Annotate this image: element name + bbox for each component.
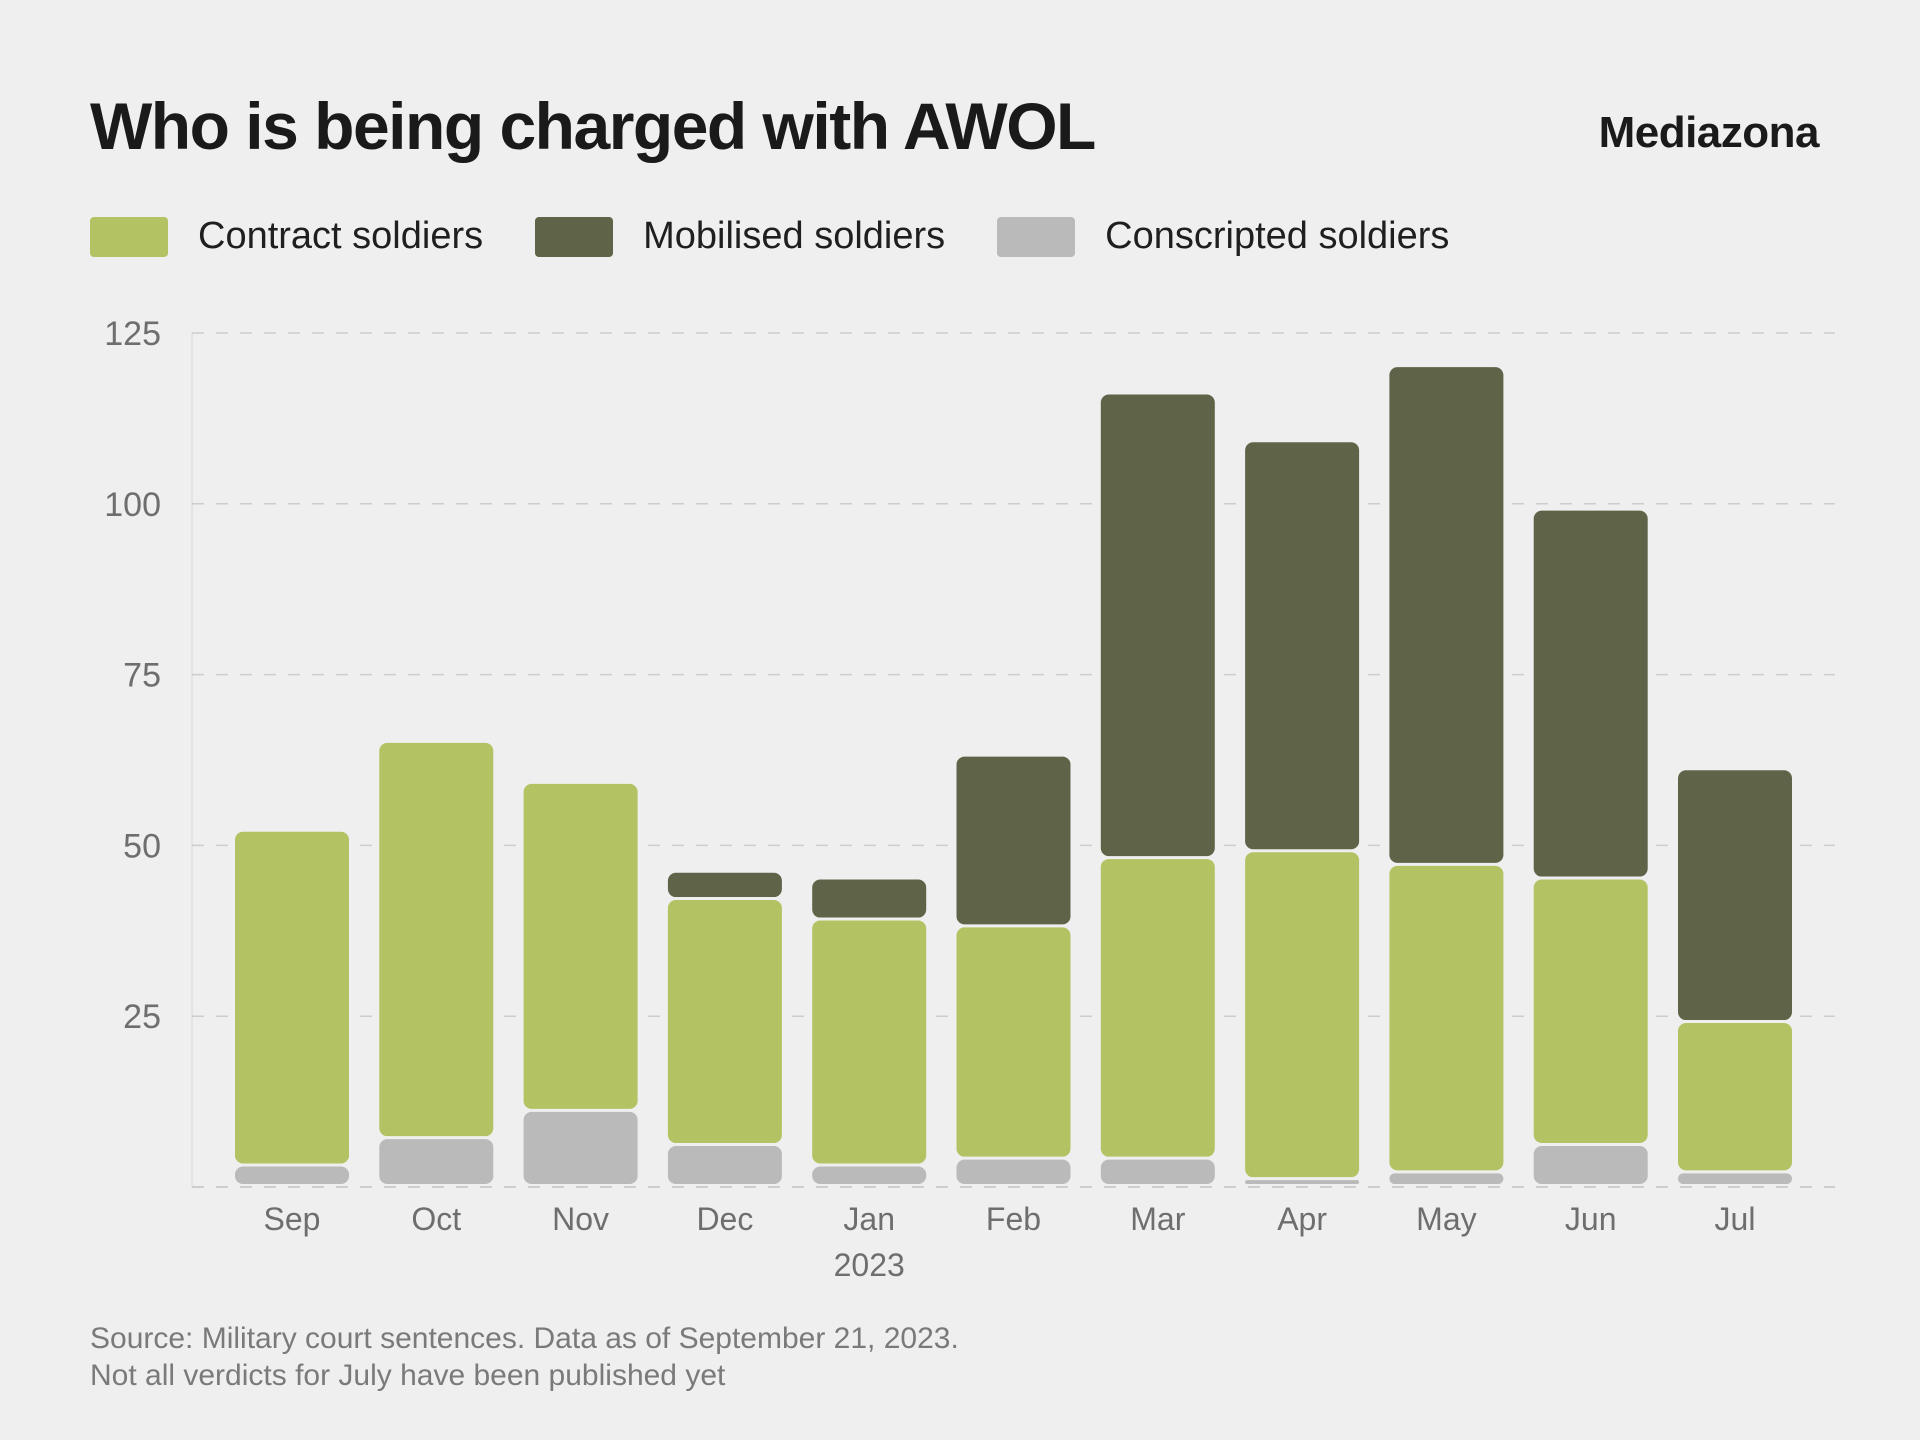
legend: Contract soldiers Mobilised soldiers Con…: [90, 215, 1501, 258]
bar-segment-mobilised-soldiers: [1533, 510, 1648, 877]
x-tick-label: Sep: [264, 1201, 321, 1237]
bar-segment-conscripted-soldiers: [1389, 1173, 1504, 1184]
x-tick-sublabel-year: 2023: [834, 1247, 905, 1283]
bar-segment-conscripted-soldiers: [1245, 1180, 1360, 1184]
legend-label-conscripted: Conscripted soldiers: [1105, 215, 1450, 257]
bar-segment-contract-soldiers: [523, 783, 638, 1109]
bar-segment-contract-soldiers: [1100, 859, 1215, 1157]
x-tick-label: Jun: [1565, 1201, 1617, 1237]
chart-title: Who is being charged with AWOL: [90, 89, 1096, 163]
y-tick-label: 75: [123, 657, 161, 695]
legend-label-mobilised: Mobilised soldiers: [643, 215, 946, 257]
y-tick-label: 25: [123, 998, 161, 1036]
bar-segment-contract-soldiers: [1245, 852, 1360, 1178]
y-tick-label: 50: [123, 827, 161, 865]
source-note: Source: Military court sentences. Data a…: [90, 1322, 959, 1355]
bar-segment-contract-soldiers: [379, 742, 494, 1137]
bar-segment-mobilised-soldiers: [1389, 367, 1504, 863]
bar-segment-mobilised-soldiers: [956, 756, 1071, 925]
bar-segment-conscripted-soldiers: [379, 1139, 494, 1184]
x-tick-label: Dec: [696, 1201, 753, 1237]
x-tick-label: Nov: [552, 1201, 609, 1237]
bar-segment-contract-soldiers: [1533, 879, 1648, 1144]
bar-segment-conscripted-soldiers: [956, 1159, 1071, 1184]
bar-segment-conscripted-soldiers: [1100, 1159, 1215, 1184]
x-tick-label: Oct: [411, 1201, 461, 1237]
legend-swatch-mobilised: [535, 216, 614, 257]
bar-segment-conscripted-soldiers: [523, 1111, 638, 1184]
legend-swatch-conscripted: [997, 216, 1076, 257]
bar-segment-mobilised-soldiers: [812, 879, 927, 918]
x-tick-label: May: [1416, 1201, 1476, 1237]
x-tick-label: Apr: [1277, 1201, 1327, 1237]
x-tick-label: Jul: [1715, 1201, 1756, 1237]
bar-segment-mobilised-soldiers: [1100, 394, 1215, 857]
legend-label-contract: Contract soldiers: [198, 215, 484, 257]
y-tick-label: 125: [104, 315, 161, 353]
bar-segment-contract-soldiers: [235, 831, 349, 1164]
bar-segment-contract-soldiers: [812, 920, 927, 1164]
bar-segment-mobilised-soldiers: [667, 872, 782, 898]
x-tick-label: Feb: [986, 1201, 1041, 1237]
legend-swatch-contract: [90, 216, 168, 257]
brand-logo: Mediazona: [1598, 108, 1820, 157]
footer-note: Source: Military court sentences. Data a…: [90, 1320, 959, 1394]
bar-segment-conscripted-soldiers: [667, 1146, 782, 1184]
bar-segment-mobilised-soldiers: [1678, 770, 1792, 1021]
bar-segment-mobilised-soldiers: [1245, 442, 1360, 850]
y-tick-label: 100: [104, 486, 161, 524]
legend-item-mobilised: Mobilised soldiers: [535, 215, 945, 258]
legend-item-contract: Contract soldiers: [90, 215, 483, 258]
bar-segment-contract-soldiers: [667, 900, 782, 1144]
bar-segment-contract-soldiers: [1678, 1023, 1792, 1171]
bar-segment-conscripted-soldiers: [812, 1166, 927, 1184]
bar-segment-conscripted-soldiers: [235, 1166, 349, 1184]
legend-item-conscripted: Conscripted soldiers: [997, 215, 1449, 258]
bar-segment-conscripted-soldiers: [1533, 1146, 1648, 1184]
bar-segment-conscripted-soldiers: [1678, 1173, 1792, 1184]
x-tick-label: Mar: [1130, 1201, 1185, 1237]
disclaimer-note: Not all verdicts for July have been publ…: [90, 1359, 726, 1392]
bar-segment-contract-soldiers: [1389, 865, 1504, 1171]
x-tick-label: Jan: [843, 1201, 895, 1237]
bar-segment-contract-soldiers: [956, 927, 1071, 1157]
